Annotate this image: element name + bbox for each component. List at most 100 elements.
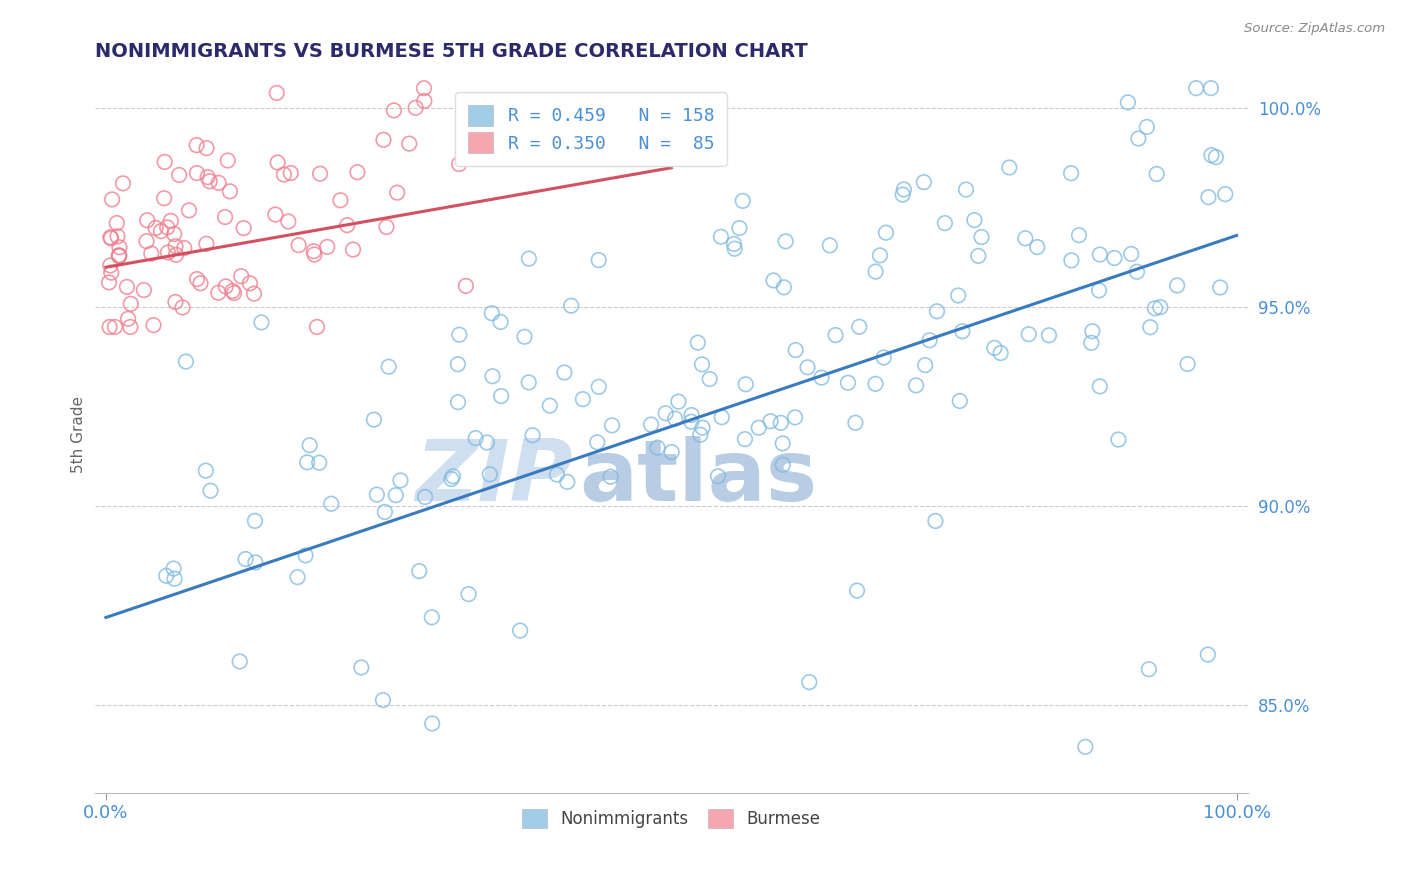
Point [1143, 301, 1166, 316]
Point [239, 277, 262, 291]
Point [194, 464, 217, 478]
Point [287, 570, 309, 584]
Point [875, 226, 897, 240]
Point [250, 315, 273, 329]
Point [893, 182, 915, 196]
Point [1088, 247, 1111, 261]
Point [100, 266, 122, 280]
Point [454, 279, 477, 293]
Point [413, 94, 436, 108]
Point [710, 229, 733, 244]
Point [586, 435, 609, 450]
Point [174, 354, 197, 368]
Point [560, 299, 582, 313]
Point [346, 165, 368, 179]
Point [1067, 228, 1090, 243]
Point [440, 472, 463, 486]
Point [441, 469, 464, 483]
Point [955, 182, 977, 196]
Point [1126, 265, 1149, 279]
Point [934, 216, 956, 230]
Point [105, 216, 128, 230]
Point [98, 276, 121, 290]
Point [948, 288, 970, 302]
Point [163, 572, 186, 586]
Point [135, 234, 157, 248]
Point [1060, 166, 1083, 180]
Point [136, 213, 159, 227]
Point [398, 136, 420, 151]
Point [513, 330, 536, 344]
Point [413, 490, 436, 504]
Point [723, 237, 745, 252]
Point [710, 410, 733, 425]
Point [983, 341, 1005, 355]
Point [478, 467, 501, 482]
Point [145, 221, 167, 235]
Point [387, 186, 409, 200]
Point [153, 155, 176, 169]
Point [298, 438, 321, 452]
Point [588, 380, 610, 394]
Point [115, 280, 138, 294]
Text: NONIMMIGRANTS VS BURMESE 5TH GRADE CORRELATION CHART: NONIMMIGRANTS VS BURMESE 5TH GRADE CORRE… [94, 42, 807, 61]
Point [190, 277, 212, 291]
Point [377, 359, 399, 374]
Point [217, 153, 239, 168]
Point [912, 175, 935, 189]
Point [155, 568, 177, 582]
Point [824, 328, 846, 343]
Point [661, 445, 683, 459]
Point [231, 269, 253, 284]
Point [195, 236, 218, 251]
Point [385, 488, 408, 502]
Point [405, 101, 427, 115]
Point [848, 319, 870, 334]
Point [277, 214, 299, 228]
Point [914, 358, 936, 372]
Point [538, 399, 561, 413]
Point [963, 213, 986, 227]
Point [707, 469, 730, 483]
Point [481, 306, 503, 320]
Point [101, 193, 124, 207]
Point [517, 252, 540, 266]
Point [173, 241, 195, 255]
Point [243, 514, 266, 528]
Point [1197, 648, 1219, 662]
Point [1139, 320, 1161, 334]
Point [844, 416, 866, 430]
Point [1199, 81, 1222, 95]
Point [1121, 247, 1143, 261]
Point [449, 327, 471, 342]
Point [699, 372, 721, 386]
Point [837, 376, 859, 390]
Point [772, 436, 794, 450]
Point [1201, 148, 1223, 162]
Point [599, 469, 621, 483]
Text: ZIP: ZIP [416, 436, 574, 519]
Point [1107, 433, 1129, 447]
Point [967, 249, 990, 263]
Point [775, 235, 797, 249]
Point [489, 389, 512, 403]
Point [200, 483, 222, 498]
Point [165, 295, 187, 310]
Point [305, 320, 328, 334]
Point [546, 467, 568, 482]
Point [1136, 120, 1159, 134]
Point [163, 227, 186, 241]
Point [1014, 231, 1036, 245]
Point [382, 103, 405, 118]
Point [100, 231, 122, 245]
Point [925, 304, 948, 318]
Point [104, 320, 127, 334]
Point [553, 366, 575, 380]
Point [167, 168, 190, 182]
Point [336, 218, 359, 232]
Point [686, 335, 709, 350]
Point [572, 392, 595, 406]
Point [177, 203, 200, 218]
Point [447, 395, 470, 409]
Point [664, 411, 686, 425]
